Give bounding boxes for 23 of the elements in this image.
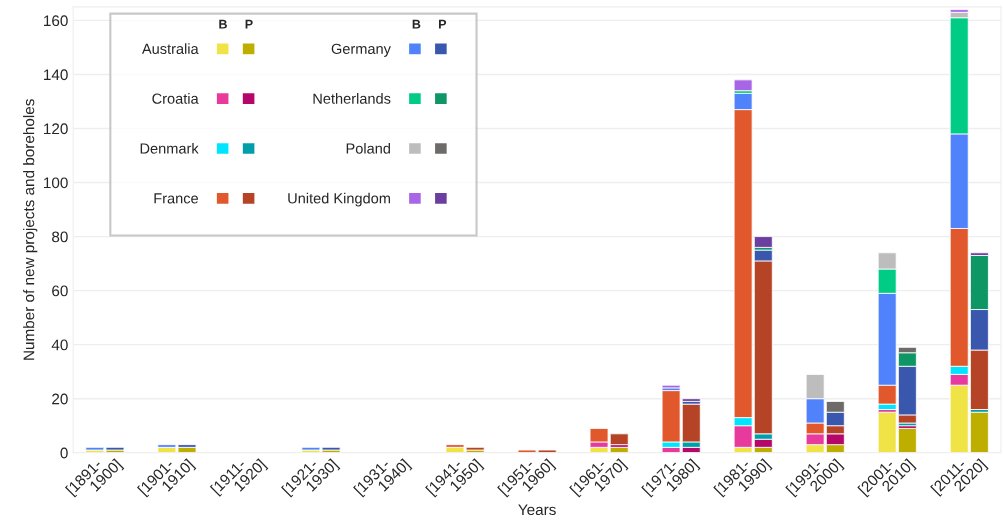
legend-label: France	[154, 193, 199, 204]
legend-label: Croatia	[152, 93, 199, 104]
annotation: P	[439, 19, 447, 29]
legend-label: United Kingdom	[288, 192, 390, 207]
y-tick-label: 100	[44, 177, 68, 189]
annotation: B	[219, 19, 227, 29]
y-tick-label: 60	[52, 285, 68, 297]
legend-label: Poland	[346, 142, 390, 154]
y-tick-label: 80	[52, 231, 68, 243]
y-tick-label: 160	[44, 15, 68, 27]
y-axis-title: Number of new projects and boreholes	[23, 99, 38, 360]
y-tick-label: 20	[52, 393, 68, 405]
legend-label: Netherlands	[313, 93, 391, 104]
y-tick-label: 140	[44, 69, 68, 81]
legend-label: Australia	[141, 43, 199, 54]
y-tick-label: 0	[60, 447, 68, 459]
x-axis-title: Years	[518, 504, 556, 516]
annotation: B	[412, 19, 421, 29]
y-tick-label: 120	[44, 123, 68, 135]
legend-label: Germany	[331, 43, 391, 57]
y-tick-label: 40	[51, 339, 68, 351]
legend-label: Denmark	[140, 142, 199, 154]
annotation: P	[245, 19, 253, 29]
